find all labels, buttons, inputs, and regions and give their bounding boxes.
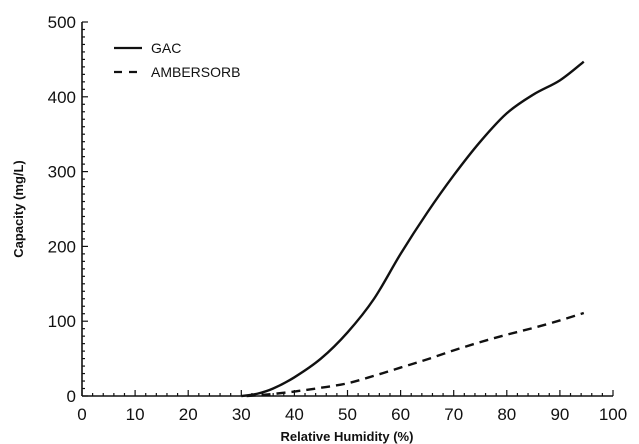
x-tick-label: 90 [550,405,569,424]
y-tick-label: 300 [48,163,76,182]
y-tick-label: 200 [48,237,76,256]
x-tick-label: 50 [338,405,357,424]
x-tick-label: 0 [77,405,86,424]
x-axis-title: Relative Humidity (%) [281,429,414,444]
y-tick-label: 100 [48,312,76,331]
y-tick-label: 400 [48,88,76,107]
x-tick-label: 20 [179,405,198,424]
x-tick-label: 100 [599,405,627,424]
legend-label-ambersorb: AMBERSORB [151,64,240,80]
legend-label-gac: GAC [151,40,181,56]
series-line-gac [241,62,583,396]
y-axis-title: Capacity (mg/L) [11,160,26,258]
axis-ticks: 0 10 20 30 40 50 60 70 80 90 100 0 100 200 300 400 500 [48,13,628,424]
series-lines [241,62,583,396]
x-tick-label: 10 [126,405,145,424]
legend: GAC AMBERSORB [114,40,240,80]
x-tick-label: 80 [497,405,516,424]
y-tick-label: 500 [48,13,76,32]
y-tick-label: 0 [67,387,76,406]
x-tick-label: 40 [285,405,304,424]
x-tick-label: 60 [391,405,410,424]
series-line-ambersorb [247,313,584,396]
x-tick-label: 70 [444,405,463,424]
x-tick-label: 30 [232,405,251,424]
